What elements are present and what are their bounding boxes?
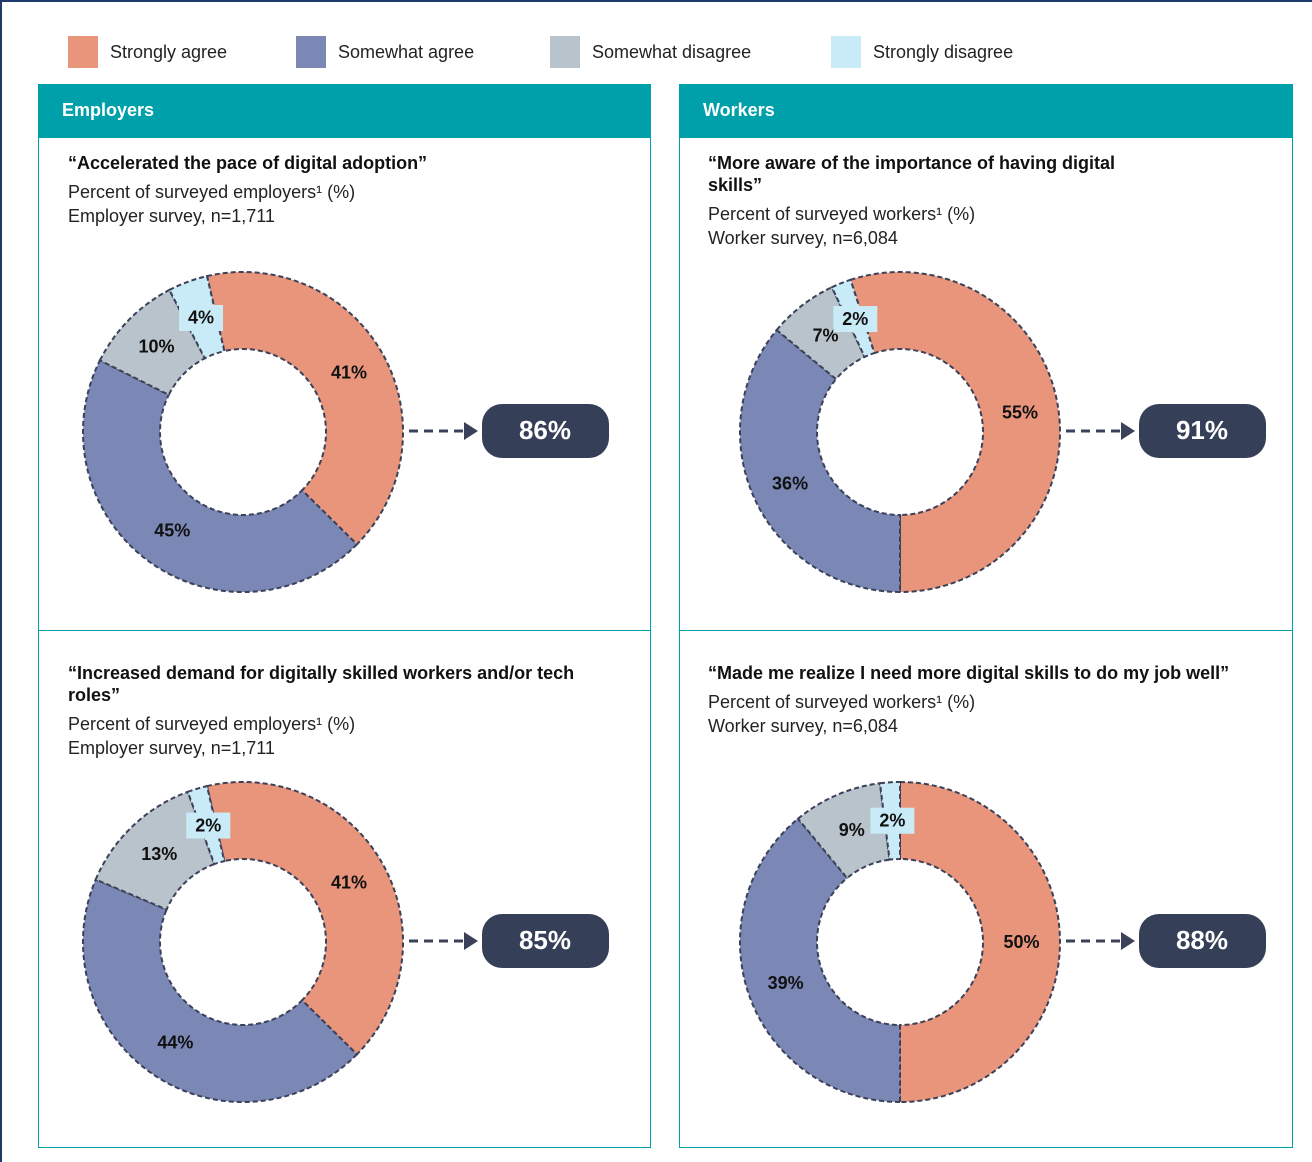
chart-title: “Made me realize I need more digital ski… [708,663,1230,683]
subtitle-line: Percent of surveyed employers¹ (%) [68,714,356,734]
donut-segment [82,878,359,1103]
data-label: 50% [1003,932,1039,952]
chart-subtitle: Percent of surveyed employers¹ (%) Employ… [68,712,588,760]
data-label: 2% [842,309,868,329]
legend-item: Somewhat disagree [550,36,751,68]
legend-item: Strongly agree [68,36,227,68]
subtitle-line: Worker survey, n=6,084 [708,716,898,736]
data-label: 4% [188,308,214,328]
legend-swatch [550,36,580,68]
data-label: 10% [138,336,174,356]
arrow-head [464,422,478,440]
donut-segment [739,817,901,1104]
panel-header: Workers [679,84,1293,137]
label-bg [179,304,224,331]
chart-text: “Increased demand for digitally skilled … [68,662,588,760]
legend-item: Somewhat agree [296,36,474,68]
data-label: 55% [1002,403,1038,423]
total-label: 88% [1176,925,1228,955]
panel-box [679,630,1293,1148]
legend-label: Strongly disagree [873,41,1014,62]
legend-swatch [296,36,326,68]
chart-text: “Made me realize I need more digital ski… [708,662,1268,738]
subtitle-line: Employer survey, n=1,711 [68,206,275,226]
donut-segment [98,288,207,397]
donut-segment [849,271,1061,594]
subtitle-line: Percent of surveyed workers¹ (%) [708,204,976,224]
data-label: 39% [768,973,804,993]
legend-label: Somewhat disagree [592,41,752,62]
chart-title: “Increased demand for digitally skilled … [68,663,575,705]
data-label: 44% [157,1033,193,1053]
legend-item: Strongly disagree [831,36,1013,68]
legend-label: Strongly agree [110,41,228,62]
total-label: 86% [519,415,571,445]
legend-label: Somewhat agree [338,41,475,62]
data-label: 41% [331,872,367,892]
total-pill [1139,404,1266,458]
chart-title: “More aware of the importance of having … [708,153,1116,195]
data-label: 36% [772,473,808,493]
subtitle-line: Worker survey, n=6,084 [708,228,898,248]
chart-subtitle: Percent of surveyed employers¹ (%) Employ… [68,180,588,228]
panel-box [38,630,651,1148]
arrow-head [1121,422,1135,440]
label-bg [870,807,915,834]
data-label: 2% [879,810,905,830]
data-label: 9% [839,820,865,840]
donut-segment [205,271,404,546]
arrow-head [464,932,478,950]
panel-header: Employers [38,84,651,137]
total-pill [1139,914,1266,968]
label-bg [186,812,231,839]
donut-segment [205,781,404,1056]
donut-segment [899,780,1061,1104]
subtitle-line: Percent of surveyed employers¹ (%) [68,182,356,202]
label-bg [833,306,878,333]
data-label: 7% [813,326,839,346]
donut-segment [82,359,359,593]
data-label: 45% [154,521,190,541]
arrow-head [1121,932,1135,950]
chart-title: “Accelerated the pace of digital adoptio… [68,153,428,173]
total-label: 85% [519,925,571,955]
chart-subtitle: Percent of surveyed workers¹ (%) Worker s… [708,202,1158,250]
chart-text: “Accelerated the pace of digital adoptio… [68,152,588,228]
data-label: 41% [331,362,367,382]
total-pill [482,404,609,458]
chart-subtitle: Percent of surveyed workers¹ (%) Worker s… [708,690,1268,738]
legend-swatch [831,36,861,68]
subtitle-line: Percent of surveyed workers¹ (%) [708,692,976,712]
subtitle-line: Employer survey, n=1,711 [68,738,275,758]
donut-segment [739,328,901,594]
chart-text: “More aware of the importance of having … [708,152,1158,250]
total-pill [482,914,609,968]
data-label: 13% [141,844,177,864]
legend-swatch [68,36,98,68]
data-label: 2% [195,815,221,835]
total-label: 91% [1176,415,1228,445]
